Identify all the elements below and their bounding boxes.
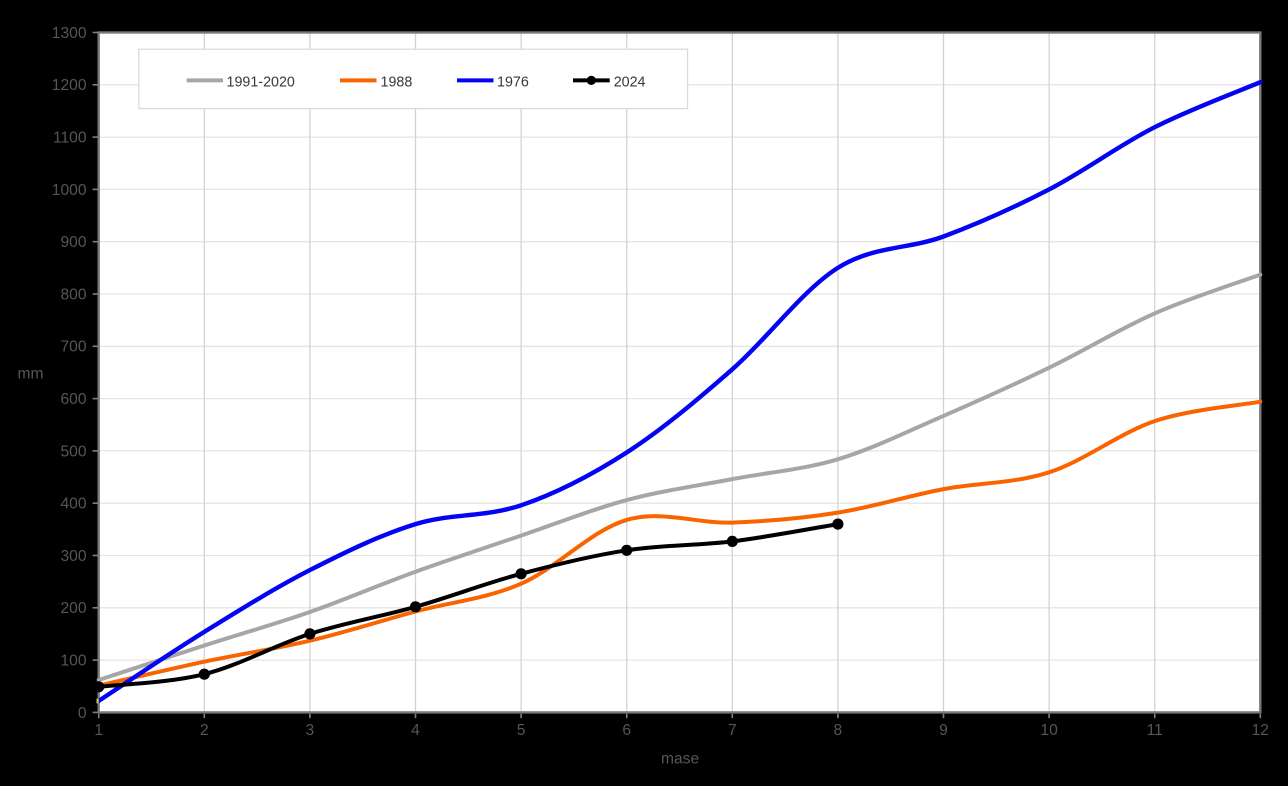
svg-text:1976: 1976 — [497, 74, 529, 90]
svg-text:9: 9 — [939, 722, 948, 739]
svg-text:4: 4 — [411, 722, 420, 739]
svg-text:400: 400 — [60, 496, 86, 513]
svg-text:12: 12 — [1252, 722, 1269, 739]
svg-text:1100: 1100 — [53, 130, 87, 147]
svg-text:0: 0 — [78, 705, 87, 722]
svg-text:500: 500 — [60, 443, 86, 460]
svg-text:600: 600 — [60, 391, 86, 408]
svg-text:7: 7 — [728, 722, 737, 739]
svg-text:3: 3 — [306, 722, 315, 739]
svg-text:2024: 2024 — [614, 74, 646, 90]
svg-text:1200: 1200 — [52, 77, 87, 94]
svg-text:200: 200 — [60, 600, 86, 617]
svg-text:300: 300 — [60, 548, 86, 565]
svg-text:1000: 1000 — [52, 182, 87, 199]
svg-text:11: 11 — [1147, 722, 1163, 739]
svg-text:8: 8 — [834, 722, 843, 739]
svg-text:mm: mm — [18, 366, 44, 383]
svg-text:700: 700 — [60, 339, 86, 356]
svg-text:100: 100 — [60, 653, 86, 670]
svg-text:1: 1 — [94, 722, 103, 739]
svg-text:5: 5 — [517, 722, 526, 739]
svg-text:900: 900 — [60, 234, 86, 251]
svg-text:1300: 1300 — [52, 25, 87, 42]
svg-text:2: 2 — [200, 722, 209, 739]
svg-text:6: 6 — [622, 722, 631, 739]
svg-text:800: 800 — [60, 286, 86, 303]
svg-text:1988: 1988 — [381, 74, 413, 90]
svg-text:10: 10 — [1040, 722, 1058, 739]
svg-text:1991-2020: 1991-2020 — [227, 74, 295, 90]
svg-text:mase: mase — [661, 751, 699, 768]
